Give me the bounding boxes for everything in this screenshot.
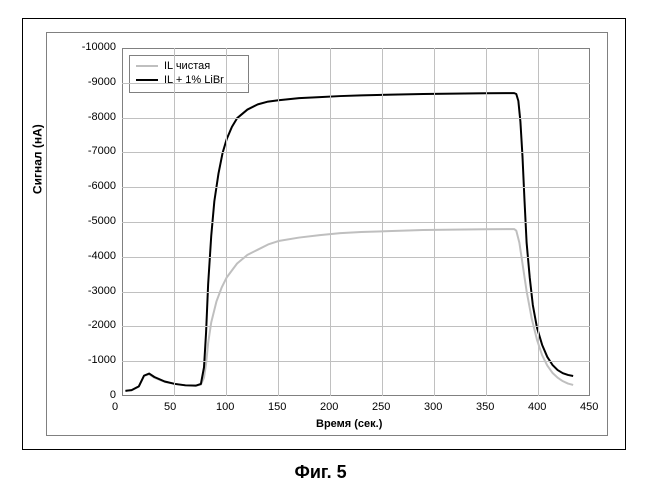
x-tick-label: 150 bbox=[268, 402, 286, 413]
y-tick-label: -10000 bbox=[82, 42, 116, 53]
gridline-h bbox=[122, 222, 590, 223]
x-tick-label: 200 bbox=[320, 402, 338, 413]
gridline-v bbox=[174, 48, 175, 396]
gridline-h bbox=[122, 326, 590, 327]
y-tick-label: -9000 bbox=[88, 77, 116, 88]
gridline-h bbox=[122, 257, 590, 258]
gridline-v bbox=[330, 48, 331, 396]
x-tick-label: 100 bbox=[216, 402, 234, 413]
y-tick-label: -5000 bbox=[88, 216, 116, 227]
x-tick-label: 250 bbox=[372, 402, 390, 413]
gridline-h bbox=[122, 361, 590, 362]
series-line bbox=[125, 229, 573, 391]
x-tick-label: 50 bbox=[164, 402, 176, 413]
gridline-h bbox=[122, 292, 590, 293]
x-tick-label: 300 bbox=[424, 402, 442, 413]
y-axis-title: Сигнал (нА) bbox=[30, 124, 44, 194]
x-tick-label: 400 bbox=[528, 402, 546, 413]
legend-label: IL чистая bbox=[164, 60, 210, 72]
x-axis-title: Время (сек.) bbox=[316, 418, 382, 430]
figure-caption: Фиг. 5 bbox=[295, 462, 347, 483]
gridline-v bbox=[434, 48, 435, 396]
legend-swatch bbox=[136, 65, 158, 67]
legend-swatch bbox=[136, 79, 158, 81]
gridline-v bbox=[486, 48, 487, 396]
y-tick-label: -4000 bbox=[88, 251, 116, 262]
gridline-v bbox=[538, 48, 539, 396]
gridline-v bbox=[382, 48, 383, 396]
y-tick-label: 0 bbox=[110, 390, 116, 401]
gridline-h bbox=[122, 187, 590, 188]
gridline-h bbox=[122, 118, 590, 119]
y-tick-label: -2000 bbox=[88, 320, 116, 331]
y-tick-label: -7000 bbox=[88, 146, 116, 157]
y-tick-label: -8000 bbox=[88, 112, 116, 123]
gridline-v bbox=[278, 48, 279, 396]
x-tick-label: 450 bbox=[580, 402, 598, 413]
series-line bbox=[125, 93, 573, 391]
legend-label: IL + 1% LiBr bbox=[164, 74, 224, 86]
gridline-h bbox=[122, 152, 590, 153]
y-tick-label: -6000 bbox=[88, 181, 116, 192]
y-tick-label: -1000 bbox=[88, 355, 116, 366]
x-tick-label: 350 bbox=[476, 402, 494, 413]
gridline-v bbox=[226, 48, 227, 396]
gridline-h bbox=[122, 83, 590, 84]
legend: IL чистая IL + 1% LiBr bbox=[129, 55, 249, 93]
x-tick-label: 0 bbox=[112, 402, 118, 413]
y-tick-label: -3000 bbox=[88, 286, 116, 297]
